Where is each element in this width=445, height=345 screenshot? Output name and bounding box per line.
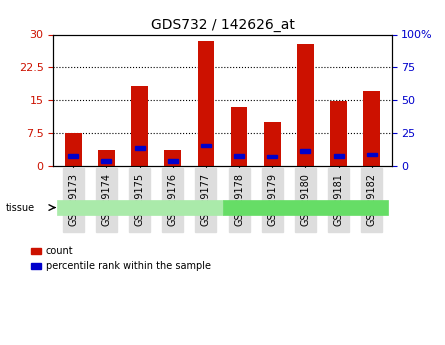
Bar [135,146,145,150]
Bar [65,133,81,166]
Bar [264,122,280,166]
Bar [231,107,247,166]
Title: GDS732 / 142626_at: GDS732 / 142626_at [150,18,295,32]
Bar [101,159,111,163]
Bar [165,150,181,166]
Bar [198,41,214,166]
Bar [334,154,344,158]
Bar [300,149,310,153]
Bar [69,154,78,158]
Text: tissue: tissue [6,203,35,213]
Bar [297,44,314,166]
Bar [364,91,380,166]
Bar [131,86,148,166]
Bar [222,200,388,215]
Text: Malpighian tubule: Malpighian tubule [96,203,184,213]
Bar [267,155,277,158]
Bar [367,153,376,156]
Bar [234,154,244,158]
Bar [201,144,211,147]
Legend: count, percentile rank within the sample: count, percentile rank within the sample [31,246,211,272]
Bar [57,200,222,215]
Bar [168,159,178,163]
Text: whole organism: whole organism [267,203,344,213]
Bar [330,101,347,166]
Bar [98,150,115,166]
